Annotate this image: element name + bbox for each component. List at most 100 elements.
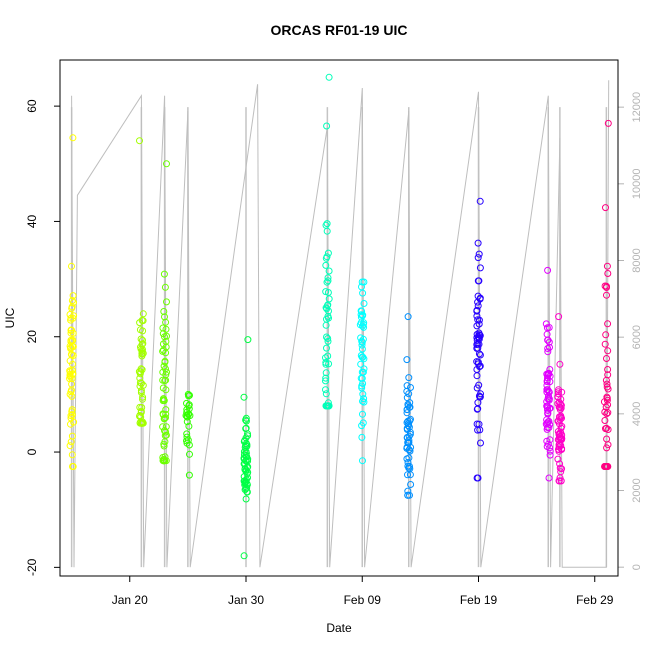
- data-point: [543, 386, 551, 394]
- data-point: [160, 442, 168, 450]
- flight-points-rf03: [159, 160, 170, 465]
- data-point: [557, 468, 565, 476]
- data-point: [603, 463, 611, 470]
- flight-points-rf12: [600, 119, 612, 470]
- data-point: [322, 377, 329, 385]
- data-point: [68, 262, 75, 270]
- data-point: [475, 340, 483, 348]
- data-point: [405, 446, 413, 454]
- data-point: [405, 390, 413, 398]
- data-point: [360, 395, 368, 403]
- data-point: [324, 277, 332, 285]
- data-point: [136, 374, 144, 382]
- data-point: [475, 320, 483, 328]
- data-point: [604, 366, 612, 373]
- data-point: [476, 393, 484, 401]
- data-point: [323, 278, 331, 286]
- data-point: [159, 340, 167, 348]
- data-point: [359, 380, 367, 387]
- data-point: [358, 384, 366, 392]
- data-point: [475, 277, 483, 285]
- data-point: [603, 355, 610, 362]
- data-point: [324, 337, 332, 345]
- data-point: [183, 430, 191, 438]
- data-point: [603, 262, 611, 270]
- data-point: [476, 264, 484, 272]
- data-point: [475, 250, 483, 258]
- data-point: [161, 427, 168, 435]
- data-point: [139, 336, 146, 344]
- data-point: [68, 386, 75, 394]
- x-tick-label: Jan 30: [228, 593, 264, 607]
- data-point: [542, 420, 550, 428]
- data-point: [323, 220, 331, 228]
- data-point: [543, 378, 551, 386]
- data-point: [69, 329, 77, 337]
- data-point: [601, 417, 609, 424]
- y-axis-label: UIC: [3, 307, 17, 328]
- data-point: [242, 417, 250, 425]
- data-point: [604, 401, 612, 409]
- data-point: [473, 366, 481, 373]
- data-point: [161, 457, 169, 465]
- y2-tick-label: 2000: [631, 478, 643, 502]
- data-point: [601, 340, 609, 348]
- data-point: [545, 338, 553, 346]
- data-point: [603, 284, 610, 291]
- y-tick-label: -20: [25, 558, 39, 576]
- data-point: [473, 307, 481, 315]
- data-point: [557, 400, 564, 408]
- y2-tick-label: 12000: [631, 92, 643, 123]
- data-point: [473, 358, 481, 366]
- data-point: [473, 405, 481, 413]
- axes: -20 0 20 40 60 0 2000 4000 6000 8000 10000 12000 Jan…: [25, 92, 643, 607]
- data-point: [322, 374, 330, 382]
- data-point: [67, 344, 75, 352]
- data-point: [325, 73, 333, 81]
- x-tick-label: Jan 20: [112, 593, 148, 607]
- data-point: [359, 410, 366, 418]
- data-point: [473, 341, 481, 348]
- data-point: [554, 455, 562, 463]
- data-point: [244, 336, 252, 344]
- data-point: [244, 463, 252, 471]
- y-tick-label: 40: [25, 214, 39, 228]
- data-point: [244, 430, 251, 438]
- data-point: [162, 318, 170, 326]
- data-point: [322, 288, 330, 296]
- data-point: [160, 362, 168, 370]
- data-point: [604, 320, 612, 328]
- altitude-line: [71, 80, 610, 568]
- x-tick-label: Feb 19: [460, 593, 498, 607]
- data-point: [403, 455, 411, 463]
- data-point: [554, 390, 562, 398]
- data-point: [69, 292, 77, 300]
- data-point: [556, 360, 564, 368]
- data-point: [186, 450, 193, 458]
- flight-points-rf06: [322, 73, 333, 410]
- data-point: [358, 341, 366, 349]
- data-point: [404, 491, 412, 499]
- data-point: [404, 487, 412, 495]
- data-point: [67, 329, 75, 337]
- data-point: [544, 348, 552, 356]
- data-point: [162, 410, 170, 418]
- data-point: [601, 408, 609, 416]
- data-point: [555, 386, 562, 394]
- x-axis-label: Date: [326, 621, 352, 635]
- data-point: [476, 351, 484, 359]
- x-tick-label: Feb 09: [344, 593, 382, 607]
- data-point: [477, 439, 484, 447]
- data-point: [406, 403, 413, 411]
- data-point: [603, 383, 611, 391]
- data-point: [242, 440, 250, 447]
- data-point: [543, 324, 551, 332]
- data-point: [403, 426, 411, 433]
- data-point: [184, 411, 192, 419]
- data-point: [357, 360, 365, 368]
- data-point: [136, 382, 144, 390]
- data-point: [69, 134, 77, 142]
- data-point: [69, 463, 77, 470]
- data-point: [323, 333, 330, 341]
